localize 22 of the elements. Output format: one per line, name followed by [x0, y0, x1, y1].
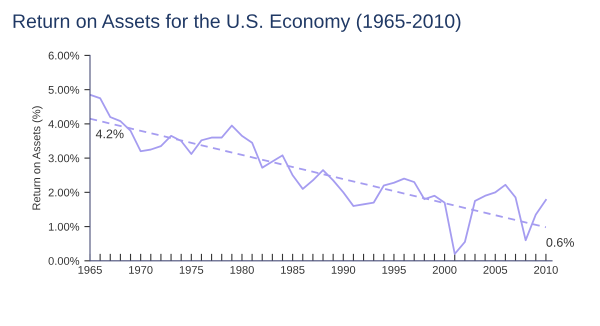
- line-series: [90, 94, 547, 255]
- x-tick-label: 2005: [483, 266, 508, 274]
- x-tick-label: 1975: [180, 266, 204, 274]
- y-tick-label: 6.00%: [48, 52, 80, 60]
- annotation: 4.2%: [96, 129, 124, 138]
- y-tick-label: 2.00%: [48, 188, 80, 196]
- x-tick-label: 2000: [432, 266, 457, 274]
- y-axis-title: Return on Assets (%): [32, 106, 43, 210]
- x-tick-label: 1985: [281, 266, 305, 274]
- y-tick-label: 1.00%: [48, 222, 80, 231]
- x-tick-label: 1995: [382, 266, 406, 274]
- x-tick-label: 1965: [78, 266, 102, 274]
- chart-title: Return on Assets for the U.S. Economy (1965-2010): [14, 14, 460, 32]
- y-tick-label: 3.00%: [48, 154, 80, 162]
- annotation: 0.6%: [546, 238, 574, 247]
- x-tick-label: 1990: [332, 266, 356, 274]
- x-tick-label: 2010: [534, 266, 558, 274]
- x-tick-label: 1970: [129, 266, 153, 274]
- y-tick-label: 4.00%: [48, 120, 80, 128]
- y-tick-label: 0.00%: [48, 257, 80, 265]
- x-tick-label: 1980: [230, 266, 254, 274]
- y-tick-label: 5.00%: [48, 86, 80, 94]
